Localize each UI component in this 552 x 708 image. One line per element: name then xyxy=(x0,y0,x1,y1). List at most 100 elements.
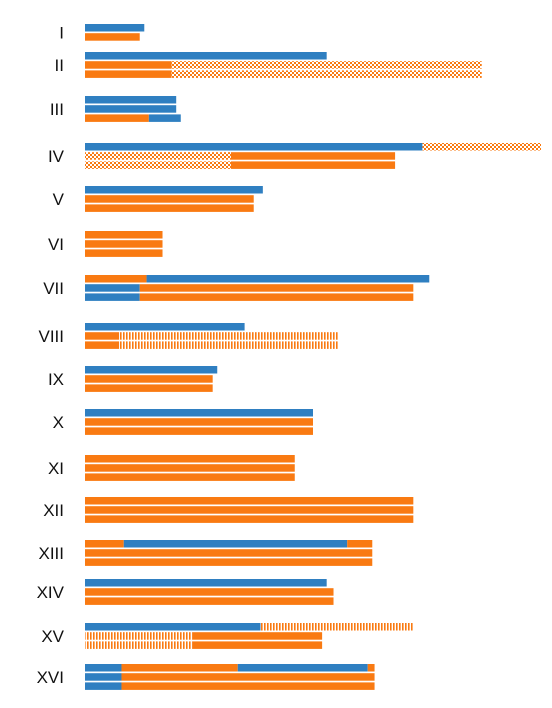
bar-segment-orange xyxy=(85,341,120,349)
bar-segment-blue xyxy=(85,186,263,194)
row-X: X xyxy=(53,409,313,435)
bar-segment-blue xyxy=(85,579,327,587)
bar-segment-orange xyxy=(85,70,172,78)
row-VII: VII xyxy=(43,275,430,301)
bar-segment-orange xyxy=(230,161,396,169)
row-XV: XV xyxy=(41,623,414,649)
bar-segment-blue xyxy=(85,409,313,417)
bar-segment-orange xyxy=(85,497,414,505)
bar-segment-orange xyxy=(85,464,295,472)
bar-segment-orange xyxy=(85,540,124,548)
bar-segment-orange xyxy=(85,473,295,481)
bar-segment-orange-vlines xyxy=(260,623,414,631)
bar-segment-orange xyxy=(85,332,120,340)
bar-segment-orange-checker xyxy=(171,70,482,78)
bar-segment-blue xyxy=(85,24,145,32)
row-VIII: VIII xyxy=(38,323,339,349)
bar-segment-orange xyxy=(192,641,323,649)
bar-segment-blue xyxy=(85,623,261,631)
row-XIV: XIV xyxy=(37,579,334,605)
bar-segment-blue xyxy=(85,673,122,681)
bar-segment-orange xyxy=(85,597,334,605)
bar-segment-orange-vlines xyxy=(85,641,193,649)
row-label: VIII xyxy=(38,327,64,346)
bar-segment-orange-checker xyxy=(85,152,231,160)
bar-segment-orange xyxy=(85,506,414,514)
row-II: II xyxy=(55,52,482,78)
bar-segment-orange xyxy=(85,249,163,257)
bar-segment-orange xyxy=(121,682,375,690)
row-label: XV xyxy=(41,627,64,646)
row-IV: IV xyxy=(48,143,541,169)
bar-segment-orange-vlines xyxy=(119,341,339,349)
bar-segment-orange-vlines xyxy=(85,632,193,640)
row-label: V xyxy=(53,190,65,209)
row-label: X xyxy=(53,413,64,432)
bar-segment-orange xyxy=(139,284,414,292)
bar-segment-orange xyxy=(367,664,375,672)
bar-segment-blue xyxy=(85,323,245,331)
row-VI: VI xyxy=(48,231,163,257)
row-label: I xyxy=(59,23,64,42)
row-XI: XI xyxy=(48,455,295,481)
bar-segment-orange-checker xyxy=(85,161,231,169)
row-label: VII xyxy=(43,279,64,298)
bar-segment-blue xyxy=(148,114,181,122)
row-label: XI xyxy=(48,459,64,478)
bar-segment-orange xyxy=(121,664,238,672)
row-label: XIV xyxy=(37,583,65,602)
row-XVI: XVI xyxy=(37,664,375,690)
bar-segment-blue xyxy=(85,96,177,104)
bar-segment-blue xyxy=(85,293,140,301)
bar-segment-blue xyxy=(85,105,177,113)
row-V: V xyxy=(53,186,263,212)
row-XIII: XIII xyxy=(38,540,373,566)
row-label: XII xyxy=(43,501,64,520)
bar-segment-orange xyxy=(85,515,414,523)
bar-segment-orange xyxy=(85,231,163,239)
row-label: IX xyxy=(48,370,64,389)
bar-segment-orange xyxy=(85,427,313,435)
bar-segment-orange xyxy=(85,195,254,203)
bar-segment-orange xyxy=(85,558,373,566)
row-label: III xyxy=(50,100,64,119)
row-III: III xyxy=(50,96,181,122)
bar-segment-orange xyxy=(139,293,414,301)
bar-segment-orange xyxy=(347,540,373,548)
row-label: VI xyxy=(48,235,64,254)
row-IX: IX xyxy=(48,366,218,392)
bar-segment-orange xyxy=(192,632,323,640)
row-label: II xyxy=(55,56,64,75)
bar-segment-blue xyxy=(146,275,430,283)
bar-segment-orange xyxy=(85,375,213,383)
bar-segment-orange xyxy=(85,33,140,41)
bar-segment-blue xyxy=(237,664,368,672)
bar-segment-orange xyxy=(85,588,334,596)
bar-segment-orange xyxy=(85,61,172,69)
bar-segment-orange xyxy=(85,549,373,557)
bar-segment-orange xyxy=(85,240,163,248)
bar-segment-orange-checker xyxy=(422,143,541,151)
bar-segment-orange xyxy=(230,152,396,160)
bar-segment-orange-vlines xyxy=(119,332,339,340)
bar-segment-blue xyxy=(123,540,348,548)
row-label: XIII xyxy=(38,544,64,563)
bar-segment-orange xyxy=(85,384,213,392)
row-label: XVI xyxy=(37,668,64,687)
bar-segment-orange xyxy=(85,275,147,283)
bar-segment-orange xyxy=(85,114,149,122)
bar-segment-blue xyxy=(85,52,327,60)
bar-segment-orange xyxy=(85,204,254,212)
bar-segment-orange-checker xyxy=(171,61,482,69)
row-label: IV xyxy=(48,147,65,166)
row-XII: XII xyxy=(43,497,414,523)
bar-segment-blue xyxy=(85,284,140,292)
bar-segment-orange xyxy=(85,418,313,426)
bar-segment-blue xyxy=(85,682,122,690)
bar-segment-orange xyxy=(85,455,295,463)
row-I: I xyxy=(59,23,145,42)
bar-segment-orange xyxy=(121,673,375,681)
bar-segment-blue xyxy=(85,664,122,672)
